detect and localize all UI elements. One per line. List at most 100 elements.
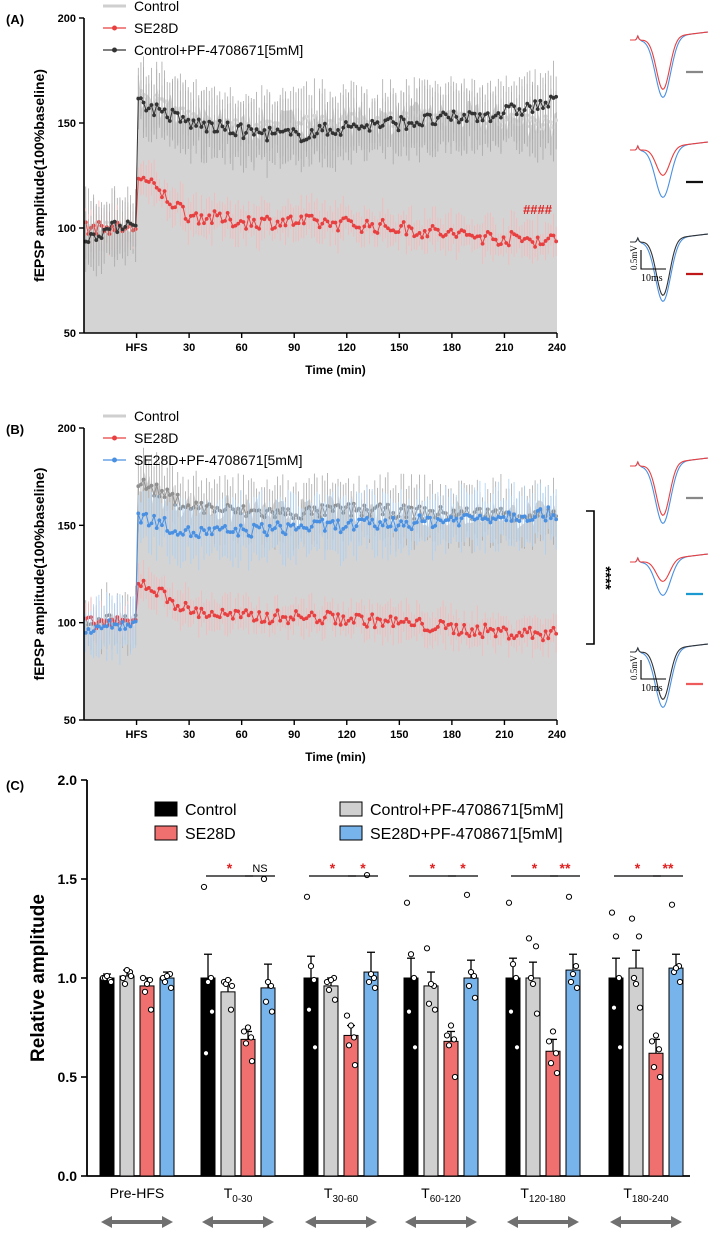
data-point xyxy=(119,974,127,982)
legend-label: Control+PF-4708671[5mM] xyxy=(370,802,563,819)
series-se28d xyxy=(83,560,559,659)
panel-a: 50 100 150 200 HFS 30 60 90 120 150 180 210 240 Time … xyxy=(6,0,709,377)
series-line xyxy=(85,176,557,249)
panel-letter: (C) xyxy=(6,778,24,793)
data-point xyxy=(650,1064,658,1071)
data-point xyxy=(655,1046,663,1053)
x-tick-label: 120 xyxy=(338,729,356,741)
double-arrow-head-right xyxy=(263,1216,274,1228)
y-tick-label: 1.0 xyxy=(58,970,78,986)
x-tick-label: 180 xyxy=(443,342,461,354)
data-point xyxy=(310,976,318,984)
double-arrow-head-right xyxy=(366,1216,377,1228)
double-arrow-head-left xyxy=(405,1216,416,1228)
data-point xyxy=(248,1058,256,1065)
sample-trace-0 xyxy=(630,457,709,524)
data-point xyxy=(572,963,580,970)
legend-label: Control xyxy=(134,0,179,14)
data-point xyxy=(451,1073,459,1081)
data-point xyxy=(425,1000,433,1007)
y-axis-label: fEPSP amplitude(100%baseline) xyxy=(31,69,47,282)
trace-wave xyxy=(630,31,709,90)
y-tick-label: 50 xyxy=(64,715,76,727)
panel-letter: (B) xyxy=(6,422,24,437)
data-point xyxy=(533,1010,541,1017)
y-tick-label: 100 xyxy=(58,618,76,630)
data-point xyxy=(240,1028,248,1035)
data-point xyxy=(268,1008,276,1015)
x-tick-label: 120 xyxy=(338,342,356,354)
legend-label: Control xyxy=(134,408,179,424)
data-point xyxy=(527,974,535,982)
x-tick-label: 210 xyxy=(495,729,513,741)
series-line xyxy=(85,478,557,626)
x-tick-label: 240 xyxy=(548,342,566,354)
data-point xyxy=(648,1038,656,1045)
category-main: T xyxy=(520,1185,529,1201)
panel-c: (C) 0.0 0.5 1.0 1.5 2.0 Relative amplitude Cont… xyxy=(6,772,690,1228)
scale-bar-lines xyxy=(640,660,666,680)
data-point xyxy=(443,1032,451,1039)
scale-bar-time: 10ms xyxy=(641,683,663,694)
scale-bar-time: 10ms xyxy=(641,273,663,284)
y-tick-label: 100 xyxy=(58,223,76,235)
data-point xyxy=(121,980,129,988)
panel-letter: (A) xyxy=(6,12,24,27)
x-tick-label: 240 xyxy=(548,729,566,741)
bar xyxy=(463,977,479,1177)
bar xyxy=(260,987,276,1177)
trace-wave xyxy=(630,643,709,700)
data-point xyxy=(552,1050,560,1057)
y-tick-label: 1.5 xyxy=(58,871,78,887)
y-tick-label: 0.5 xyxy=(58,1069,78,1085)
bar-group-0: Pre-HFS xyxy=(99,966,175,1228)
series-line xyxy=(85,89,557,236)
data-point xyxy=(547,1060,555,1067)
data-point xyxy=(431,1006,439,1013)
legend-marker xyxy=(112,457,117,463)
x-tick-label: 90 xyxy=(288,729,300,741)
y-tick-label: 150 xyxy=(58,520,76,532)
data-point xyxy=(630,974,638,982)
sample-trace-2 xyxy=(630,233,709,302)
data-point xyxy=(635,933,643,940)
trace-wave xyxy=(630,233,709,296)
legend-marker xyxy=(112,47,117,53)
data-point xyxy=(465,982,473,990)
bar xyxy=(525,977,541,1177)
sig-label-left: * xyxy=(430,860,436,876)
legend-marker xyxy=(112,435,117,441)
x-axis-label: Time (min) xyxy=(305,750,365,764)
data-point xyxy=(267,982,275,990)
data-point xyxy=(445,1042,453,1049)
data-point xyxy=(351,1062,359,1069)
data-point xyxy=(103,972,111,980)
data-point xyxy=(532,943,540,950)
data-point xyxy=(407,951,415,958)
significance-hash: #### xyxy=(523,202,553,217)
data-point xyxy=(410,974,418,982)
data-point xyxy=(327,976,335,984)
data-point xyxy=(616,1044,624,1051)
bar xyxy=(159,977,175,1177)
x-tick-label: 150 xyxy=(390,729,408,741)
data-point xyxy=(262,998,270,1005)
data-point xyxy=(247,1034,255,1041)
series-line xyxy=(85,95,557,243)
data-point xyxy=(204,978,212,986)
bar xyxy=(628,967,644,1177)
bar xyxy=(220,991,236,1177)
data-point xyxy=(676,978,684,986)
data-point xyxy=(224,976,232,984)
significance-stars: **** xyxy=(597,566,614,590)
sig-label-right: * xyxy=(360,860,366,876)
legend-label: Control xyxy=(185,802,237,819)
scale-bar-lines xyxy=(640,250,666,270)
series-se28d-pf-4708671-5mm- xyxy=(83,478,559,665)
y-tick-label: 200 xyxy=(58,13,76,25)
category-sub: 120-180 xyxy=(529,1194,566,1205)
data-point xyxy=(632,980,640,988)
